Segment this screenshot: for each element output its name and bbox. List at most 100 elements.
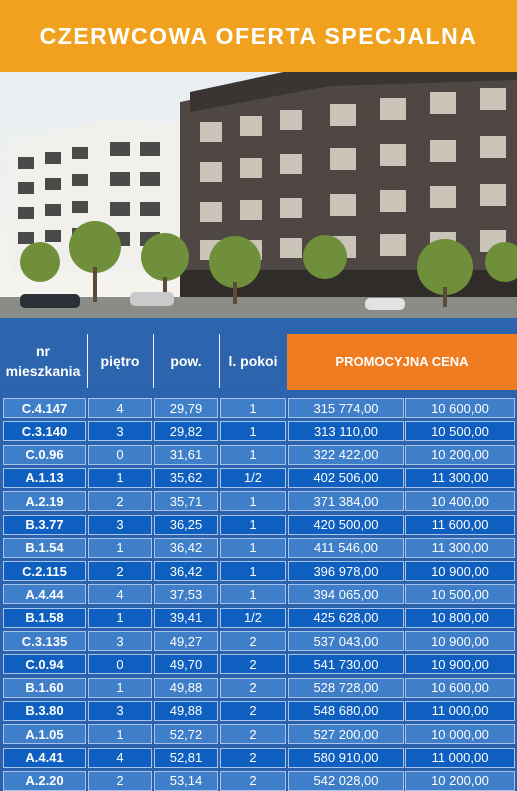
cell-area: 49,27: [154, 631, 218, 651]
cell-area: 36,25: [154, 514, 218, 535]
cell-apartment-number: C.2.115: [3, 561, 86, 582]
cell-floor: 0: [88, 654, 152, 675]
cell-price-per-m2: 10 200,00: [405, 770, 515, 791]
cell-rooms: 1: [220, 444, 286, 465]
cell-area: 29,82: [154, 421, 218, 442]
header-floor: piętro: [100, 353, 140, 369]
cell-apartment-number: C.3.135: [3, 631, 86, 651]
table-row: C.4.147 4 29,79 1 315 774,00 10 600,00: [0, 398, 517, 418]
header-divider: [153, 334, 154, 388]
table-row: A.2.20 2 53,14 2 542 028,00 10 200,00: [0, 770, 517, 791]
cell-apartment-number: B.3.77: [3, 514, 86, 535]
table-row: C.3.135 3 49,27 2 537 043,00 10 900,00: [0, 631, 517, 651]
cell-rooms: 2: [220, 677, 286, 698]
cell-floor: 2: [88, 770, 152, 791]
cell-area: 37,53: [154, 584, 218, 605]
cell-floor: 2: [88, 561, 152, 582]
cell-rooms: 2: [220, 654, 286, 675]
cell-price-per-m2: 11 000,00: [405, 700, 515, 721]
table-row: A.2.19 2 35,71 1 371 384,00 10 400,00: [0, 491, 517, 512]
cell-floor: 1: [88, 467, 152, 488]
cell-apartment-number: C.3.140: [3, 421, 86, 442]
cell-apartment-number: B.1.60: [3, 677, 86, 698]
table-row: C.0.94 0 49,70 2 541 730,00 10 900,00: [0, 654, 517, 675]
cell-area: 49,70: [154, 654, 218, 675]
cell-floor: 1: [88, 724, 152, 745]
table-row: C.2.115 2 36,42 1 396 978,00 10 900,00: [0, 561, 517, 582]
cell-floor: 3: [88, 421, 152, 442]
header-apartment-number: nr mieszkania: [0, 326, 86, 396]
cell-price-per-m2: 10 200,00: [405, 444, 515, 465]
cell-price-per-m2: 10 000,00: [405, 724, 515, 745]
cell-price: 537 043,00: [288, 631, 404, 651]
cell-apartment-number: B.1.54: [3, 537, 86, 558]
table-row: A.1.13 1 35,62 1/2 402 506,00 11 300,00: [0, 467, 517, 488]
cell-price-per-m2: 11 000,00: [405, 747, 515, 768]
cell-price: 313 110,00: [288, 421, 404, 442]
cell-price-per-m2: 10 500,00: [405, 421, 515, 442]
cell-price: 542 028,00: [288, 770, 404, 791]
cell-apartment-number: A.4.44: [3, 584, 86, 605]
table-row: A.4.44 4 37,53 1 394 065,00 10 500,00: [0, 584, 517, 605]
cell-rooms: 2: [220, 631, 286, 651]
header-nr-line2: mieszkania: [5, 363, 81, 379]
building-photo: [0, 72, 517, 318]
cell-floor: 3: [88, 514, 152, 535]
cell-area: 39,41: [154, 607, 218, 628]
cell-price-per-m2: 10 600,00: [405, 398, 515, 418]
banner-title: CZERWCOWA OFERTA SPECJALNA: [39, 22, 478, 49]
table-row: B.1.58 1 39,41 1/2 425 628,00 10 800,00: [0, 607, 517, 628]
cell-apartment-number: B.1.58: [3, 607, 86, 628]
cell-area: 31,61: [154, 444, 218, 465]
building-illustration: [0, 72, 517, 318]
cell-apartment-number: A.2.19: [3, 491, 86, 512]
cell-price-per-m2: 11 300,00: [405, 467, 515, 488]
cell-price: 425 628,00: [288, 607, 404, 628]
cell-price: 548 680,00: [288, 700, 404, 721]
cell-price-per-m2: 11 600,00: [405, 514, 515, 535]
cell-apartment-number: C.0.94: [3, 654, 86, 675]
cell-rooms: 1: [220, 537, 286, 558]
header-rooms: l. pokoi: [228, 353, 278, 369]
cell-price-per-m2: 10 600,00: [405, 677, 515, 698]
cell-price-per-m2: 11 300,00: [405, 537, 515, 558]
cell-floor: 4: [88, 584, 152, 605]
cell-price-per-m2: 10 900,00: [405, 654, 515, 675]
cell-price: 541 730,00: [288, 654, 404, 675]
cell-floor: 3: [88, 631, 152, 651]
cell-floor: 4: [88, 398, 152, 418]
cell-apartment-number: A.2.20: [3, 770, 86, 791]
header-promo-price: PROMOCYJNA CENA: [287, 334, 517, 390]
table-row: B.3.77 3 36,25 1 420 500,00 11 600,00: [0, 514, 517, 535]
cell-price: 322 422,00: [288, 444, 404, 465]
price-table: nr mieszkania piętro pow. l. pokoi PROMO…: [0, 318, 517, 791]
cell-area: 52,81: [154, 747, 218, 768]
cell-apartment-number: B.3.80: [3, 700, 86, 721]
table-row: B.1.54 1 36,42 1 411 546,00 11 300,00: [0, 537, 517, 558]
cell-apartment-number: A.1.05: [3, 724, 86, 745]
table-row: A.1.05 1 52,72 2 527 200,00 10 000,00: [0, 724, 517, 745]
cell-floor: 1: [88, 607, 152, 628]
cell-apartment-number: C.4.147: [3, 398, 86, 418]
table-header: nr mieszkania piętro pow. l. pokoi PROMO…: [0, 326, 517, 396]
cell-area: 52,72: [154, 724, 218, 745]
table-row: A.4.41 4 52,81 2 580 910,00 11 000,00: [0, 747, 517, 768]
cell-area: 29,79: [154, 398, 218, 418]
offer-banner: CZERWCOWA OFERTA SPECJALNA: [0, 0, 517, 72]
cell-price: 420 500,00: [288, 514, 404, 535]
cell-rooms: 1: [220, 398, 286, 418]
cell-price: 315 774,00: [288, 398, 404, 418]
cell-rooms: 2: [220, 700, 286, 721]
cell-apartment-number: C.0.96: [3, 444, 86, 465]
cell-price: 402 506,00: [288, 467, 404, 488]
cell-rooms: 2: [220, 747, 286, 768]
cell-price: 371 384,00: [288, 491, 404, 512]
cell-rooms: 2: [220, 724, 286, 745]
table-row: C.0.96 0 31,61 1 322 422,00 10 200,00: [0, 444, 517, 465]
cell-price: 528 728,00: [288, 677, 404, 698]
table-row: B.1.60 1 49,88 2 528 728,00 10 600,00: [0, 677, 517, 698]
cell-area: 53,14: [154, 770, 218, 791]
cell-floor: 3: [88, 700, 152, 721]
cell-rooms: 1: [220, 584, 286, 605]
cell-floor: 4: [88, 747, 152, 768]
